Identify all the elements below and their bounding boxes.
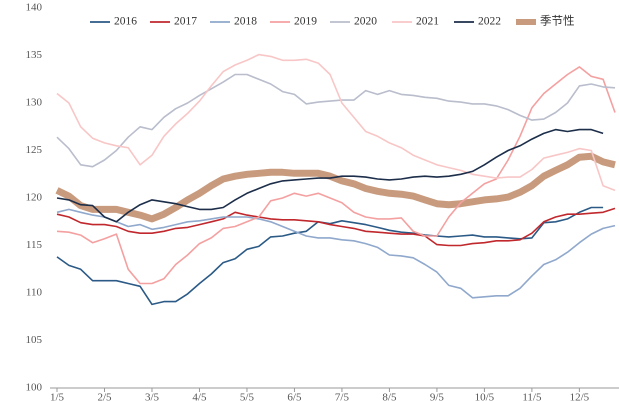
y-tick-label: 125 [26,144,43,156]
legend-label: 季节性 [540,14,575,28]
legend-label: 2017 [174,16,197,28]
series-line [56,53,616,192]
y-tick-label: 135 [26,49,43,61]
series-line [56,128,604,223]
y-tick-label: 100 [26,382,43,394]
y-tick-label: 120 [26,192,43,204]
y-tick-label: 130 [26,97,43,109]
x-tick-label: 9/5 [430,392,445,401]
x-tick-label: 6/5 [287,392,302,401]
series-line [56,206,604,306]
x-tick-label: 3/5 [145,392,160,401]
y-tick-label: 115 [26,239,43,251]
x-tick-label: 8/5 [382,392,397,401]
legend-label: 2021 [416,16,439,28]
legend-label: 2019 [294,16,317,28]
series-line [56,208,616,299]
x-tick-label: 11/5 [522,392,542,401]
series-line [56,207,616,247]
x-tick-label: 10/5 [475,392,495,401]
x-tick-label: 5/5 [240,392,255,401]
x-tick-label: 4/5 [192,392,207,401]
legend-label: 2016 [114,16,137,28]
x-tick-label: 2/5 [97,392,112,401]
legend-label: 2018 [234,16,257,28]
y-tick-label: 110 [26,287,43,299]
y-tick-label: 105 [26,334,43,346]
series-line [55,152,616,223]
x-tick-label: 12/5 [570,392,590,401]
y-tick-label: 140 [26,2,43,14]
legend-label: 2020 [354,16,377,28]
x-tick-label: 7/5 [335,392,350,401]
legend-label: 2022 [478,16,501,28]
series-line [56,73,616,168]
x-tick-label: 1/5 [50,392,65,401]
series-line [56,66,616,285]
